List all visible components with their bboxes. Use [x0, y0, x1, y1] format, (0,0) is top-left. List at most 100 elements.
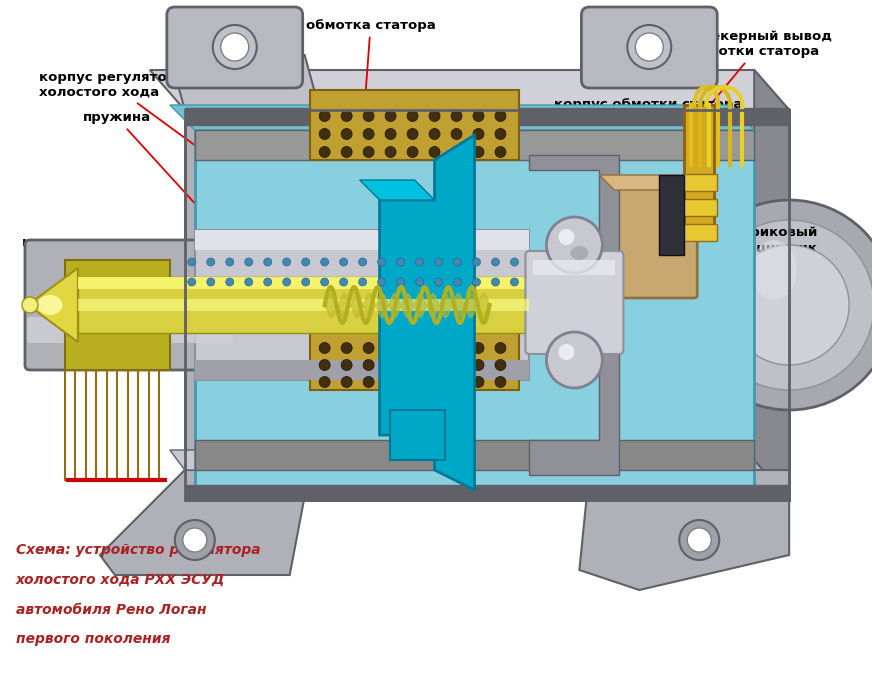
Circle shape: [385, 146, 396, 157]
Circle shape: [453, 278, 462, 286]
Circle shape: [188, 278, 196, 286]
Circle shape: [302, 258, 310, 266]
Text: пружина: пружина: [83, 111, 260, 275]
Text: корпус регулятора
холостого хода: корпус регулятора холостого хода: [39, 71, 220, 164]
Ellipse shape: [559, 344, 574, 360]
Circle shape: [341, 146, 352, 157]
Polygon shape: [529, 155, 619, 475]
Point: [70, 366, 80, 374]
Circle shape: [705, 220, 873, 390]
Circle shape: [363, 111, 375, 122]
FancyBboxPatch shape: [310, 330, 519, 390]
Polygon shape: [754, 70, 789, 500]
Polygon shape: [380, 135, 475, 490]
Point: [70, 476, 80, 484]
Circle shape: [341, 342, 352, 354]
Point: [686, 161, 697, 169]
Circle shape: [341, 377, 352, 387]
Point: [80, 366, 91, 374]
Circle shape: [429, 146, 440, 157]
Circle shape: [491, 258, 499, 266]
Circle shape: [283, 278, 291, 286]
Circle shape: [511, 258, 519, 266]
Text: шариковый
подшипник: шариковый подшипник: [661, 226, 819, 273]
Polygon shape: [78, 277, 529, 333]
Text: корпус обмотки статора: корпус обмотки статора: [495, 98, 742, 184]
Polygon shape: [195, 230, 529, 380]
Circle shape: [416, 278, 423, 286]
Polygon shape: [533, 260, 615, 275]
Circle shape: [451, 342, 462, 354]
Point: [704, 161, 714, 169]
Polygon shape: [170, 55, 320, 110]
Text: первого поколения: первого поколения: [16, 632, 170, 647]
FancyBboxPatch shape: [681, 199, 718, 216]
Circle shape: [226, 258, 234, 266]
Point: [737, 101, 747, 109]
Circle shape: [451, 111, 462, 122]
Circle shape: [363, 360, 375, 371]
Circle shape: [341, 111, 352, 122]
Text: штекерный вывод
обмотки статора: штекерный вывод обмотки статора: [664, 30, 832, 160]
Polygon shape: [389, 410, 444, 460]
FancyBboxPatch shape: [659, 175, 684, 255]
Circle shape: [363, 146, 375, 157]
Polygon shape: [185, 485, 789, 500]
Point: [725, 161, 735, 169]
FancyBboxPatch shape: [25, 240, 235, 370]
Ellipse shape: [38, 295, 63, 315]
FancyBboxPatch shape: [27, 317, 233, 343]
Circle shape: [226, 278, 234, 286]
Circle shape: [320, 278, 328, 286]
Circle shape: [244, 258, 253, 266]
Text: холостого хода РХХ ЭСУД: холостого хода РХХ ЭСУД: [16, 573, 225, 587]
Circle shape: [473, 360, 484, 371]
Point: [59, 366, 70, 374]
Polygon shape: [195, 230, 529, 250]
Circle shape: [546, 332, 602, 388]
Circle shape: [729, 245, 849, 365]
Point: [155, 366, 165, 374]
Circle shape: [175, 520, 215, 560]
Point: [143, 366, 154, 374]
Circle shape: [341, 128, 352, 140]
Point: [63, 476, 73, 484]
Circle shape: [473, 128, 484, 140]
Polygon shape: [195, 360, 529, 380]
Polygon shape: [195, 440, 754, 470]
Circle shape: [511, 278, 519, 286]
Circle shape: [283, 258, 291, 266]
Point: [122, 476, 133, 484]
Circle shape: [264, 278, 272, 286]
Circle shape: [378, 278, 386, 286]
Circle shape: [546, 217, 602, 273]
Point: [737, 161, 747, 169]
Circle shape: [320, 360, 330, 371]
Text: Схема: устройство регулятора: Схема: устройство регулятора: [16, 543, 260, 558]
Circle shape: [207, 278, 215, 286]
Polygon shape: [170, 105, 754, 130]
Circle shape: [264, 258, 272, 266]
Circle shape: [495, 111, 506, 122]
Circle shape: [363, 128, 375, 140]
Polygon shape: [185, 110, 789, 500]
Circle shape: [320, 258, 328, 266]
Point: [133, 476, 143, 484]
Circle shape: [495, 377, 506, 387]
Circle shape: [472, 278, 480, 286]
Circle shape: [385, 342, 396, 354]
Circle shape: [495, 342, 506, 354]
Point: [91, 476, 101, 484]
Circle shape: [407, 146, 418, 157]
Point: [686, 101, 697, 109]
Circle shape: [22, 297, 38, 313]
Point: [112, 366, 122, 374]
Point: [160, 476, 170, 484]
Polygon shape: [100, 470, 310, 575]
Circle shape: [320, 128, 330, 140]
Circle shape: [429, 128, 440, 140]
Circle shape: [472, 258, 480, 266]
Point: [713, 161, 724, 169]
Polygon shape: [600, 175, 694, 190]
Point: [133, 366, 143, 374]
